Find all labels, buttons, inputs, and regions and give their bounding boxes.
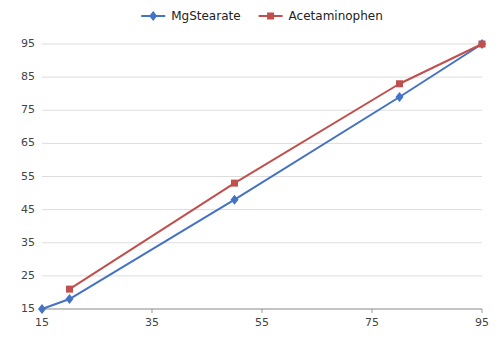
grid — [42, 44, 482, 309]
series-line — [70, 44, 483, 289]
plot-area — [38, 39, 486, 314]
series-line — [42, 44, 482, 309]
y-tick-label: 85 — [21, 70, 35, 83]
point-marker — [231, 195, 239, 205]
series — [66, 41, 486, 293]
y-tick-label: 45 — [21, 203, 35, 216]
legend: MgStearate Acetaminophen — [141, 9, 383, 23]
legend-item: MgStearate — [141, 9, 240, 23]
y-tick-label: 25 — [21, 269, 35, 282]
grid-line — [42, 176, 482, 177]
x-tick — [482, 309, 483, 313]
point-marker — [478, 39, 486, 49]
x-tick-label: 75 — [365, 316, 379, 329]
grid-line — [42, 143, 482, 144]
y-tick-label: 75 — [21, 103, 35, 116]
point-marker — [231, 180, 238, 187]
grid-line — [42, 242, 482, 243]
chart-svg: 15 25 35 45 55 65 75 85 95 15 35 55 75 95 MgStearate Ac… — [0, 0, 500, 339]
x-tick-label: 35 — [145, 316, 159, 329]
grid-line — [42, 110, 482, 111]
y-tick-label: 35 — [21, 236, 35, 249]
point-marker — [38, 304, 46, 314]
grid-line — [42, 209, 482, 210]
y-tick-label: 15 — [21, 302, 35, 315]
series — [38, 39, 486, 314]
grid-line — [42, 44, 482, 45]
x-tick — [372, 309, 373, 313]
chart-container: 15 25 35 45 55 65 75 85 95 15 35 55 75 95 MgStearate Ac… — [0, 0, 500, 339]
y-tick-label: 55 — [21, 170, 35, 183]
y-tick-label: 65 — [21, 136, 35, 149]
legend-label: MgStearate — [171, 9, 240, 23]
x-axis: 15 35 55 75 95 — [35, 309, 489, 329]
x-tick-label: 95 — [475, 316, 489, 329]
point-marker — [396, 80, 403, 87]
legend-label: Acetaminophen — [289, 9, 383, 23]
x-tick — [262, 309, 263, 313]
x-tick-label: 15 — [35, 316, 49, 329]
y-tick-label: 95 — [21, 37, 35, 50]
x-tick — [152, 309, 153, 313]
point-marker — [396, 92, 404, 102]
point-marker — [479, 41, 486, 48]
legend-marker — [149, 11, 157, 21]
legend-item: Acetaminophen — [259, 9, 383, 23]
x-tick-label: 55 — [255, 316, 269, 329]
point-marker — [66, 294, 74, 304]
point-marker — [66, 286, 73, 293]
legend-marker — [267, 13, 274, 20]
